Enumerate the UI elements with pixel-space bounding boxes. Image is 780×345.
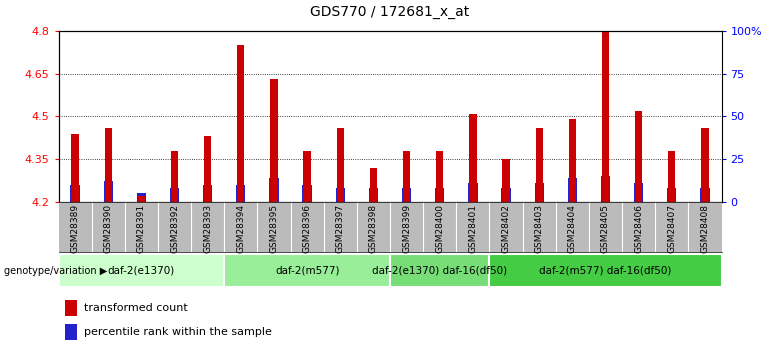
Bar bbox=[70, 185, 80, 202]
Text: daf-2(e1370) daf-16(df50): daf-2(e1370) daf-16(df50) bbox=[372, 266, 507, 276]
Bar bbox=[423, 31, 456, 202]
Bar bbox=[402, 188, 411, 202]
Bar bbox=[136, 193, 146, 202]
Text: GSM28402: GSM28402 bbox=[502, 204, 511, 253]
Text: GSM28400: GSM28400 bbox=[435, 204, 445, 253]
Text: GSM28403: GSM28403 bbox=[534, 204, 544, 253]
Bar bbox=[171, 151, 178, 202]
Bar bbox=[369, 188, 378, 202]
Bar bbox=[523, 31, 555, 202]
Text: GSM28391: GSM28391 bbox=[136, 204, 146, 254]
Bar bbox=[105, 128, 112, 202]
Text: GDS770 / 172681_x_at: GDS770 / 172681_x_at bbox=[310, 5, 470, 19]
Bar bbox=[236, 185, 246, 202]
Bar bbox=[634, 183, 644, 202]
Bar bbox=[435, 188, 445, 202]
Bar bbox=[290, 31, 324, 202]
Text: GSM28405: GSM28405 bbox=[601, 204, 610, 253]
Bar bbox=[502, 159, 509, 202]
Bar bbox=[502, 188, 511, 202]
Text: GSM28393: GSM28393 bbox=[203, 204, 212, 254]
Bar bbox=[204, 136, 211, 202]
Bar bbox=[337, 128, 344, 202]
Text: daf-2(e1370): daf-2(e1370) bbox=[108, 266, 175, 276]
Bar bbox=[456, 31, 490, 202]
Bar bbox=[534, 183, 544, 202]
Text: GSM28389: GSM28389 bbox=[70, 204, 80, 254]
Bar bbox=[622, 31, 655, 202]
Bar bbox=[602, 31, 609, 202]
Bar bbox=[269, 178, 278, 202]
Text: GSM28394: GSM28394 bbox=[236, 204, 246, 253]
Bar bbox=[436, 151, 443, 202]
Text: GSM28406: GSM28406 bbox=[634, 204, 644, 253]
Text: transformed count: transformed count bbox=[83, 303, 187, 313]
Bar bbox=[125, 31, 158, 202]
Text: genotype/variation ▶: genotype/variation ▶ bbox=[4, 266, 107, 276]
Bar bbox=[356, 31, 390, 202]
Bar bbox=[65, 299, 77, 316]
Bar bbox=[601, 176, 610, 202]
Bar bbox=[569, 119, 576, 202]
Text: GSM28397: GSM28397 bbox=[335, 204, 345, 254]
Bar bbox=[203, 185, 212, 202]
Bar bbox=[191, 31, 225, 202]
Text: GSM28408: GSM28408 bbox=[700, 204, 710, 253]
Text: GSM28395: GSM28395 bbox=[269, 204, 278, 254]
Bar bbox=[72, 134, 79, 202]
Bar bbox=[490, 254, 722, 287]
Text: daf-2(m577) daf-16(df50): daf-2(m577) daf-16(df50) bbox=[539, 266, 672, 276]
Text: GSM28399: GSM28399 bbox=[402, 204, 411, 254]
Bar bbox=[468, 183, 477, 202]
Text: GSM28390: GSM28390 bbox=[104, 204, 113, 254]
Bar bbox=[324, 31, 356, 202]
Bar bbox=[470, 114, 477, 202]
Bar bbox=[257, 31, 290, 202]
Bar bbox=[92, 31, 125, 202]
Bar bbox=[104, 181, 113, 202]
Bar bbox=[237, 45, 244, 202]
Bar bbox=[138, 196, 145, 202]
Bar bbox=[303, 151, 310, 202]
Bar bbox=[403, 151, 410, 202]
Text: GSM28396: GSM28396 bbox=[303, 204, 312, 254]
Bar bbox=[700, 188, 710, 202]
Text: GSM28392: GSM28392 bbox=[170, 204, 179, 253]
Bar bbox=[370, 168, 377, 202]
Text: GSM28401: GSM28401 bbox=[468, 204, 477, 253]
Bar bbox=[701, 128, 708, 202]
Bar bbox=[536, 128, 543, 202]
Bar bbox=[225, 254, 390, 287]
Bar bbox=[58, 254, 225, 287]
Bar bbox=[667, 188, 676, 202]
Bar bbox=[65, 324, 77, 339]
Bar bbox=[668, 151, 675, 202]
Bar bbox=[589, 31, 622, 202]
Bar bbox=[303, 185, 312, 202]
Bar bbox=[655, 31, 689, 202]
Bar bbox=[271, 79, 278, 202]
Bar bbox=[490, 31, 523, 202]
Bar bbox=[58, 31, 92, 202]
Bar bbox=[568, 178, 577, 202]
Bar bbox=[555, 31, 589, 202]
Bar bbox=[390, 31, 423, 202]
Bar bbox=[225, 31, 257, 202]
Text: percentile rank within the sample: percentile rank within the sample bbox=[83, 327, 271, 337]
Bar bbox=[689, 31, 722, 202]
Bar bbox=[635, 111, 642, 202]
Bar bbox=[170, 188, 179, 202]
Bar bbox=[335, 188, 345, 202]
Text: GSM28398: GSM28398 bbox=[369, 204, 378, 254]
Text: GSM28407: GSM28407 bbox=[667, 204, 676, 253]
Text: daf-2(m577): daf-2(m577) bbox=[275, 266, 339, 276]
Bar bbox=[390, 254, 490, 287]
Bar bbox=[158, 31, 191, 202]
Text: GSM28404: GSM28404 bbox=[568, 204, 577, 253]
